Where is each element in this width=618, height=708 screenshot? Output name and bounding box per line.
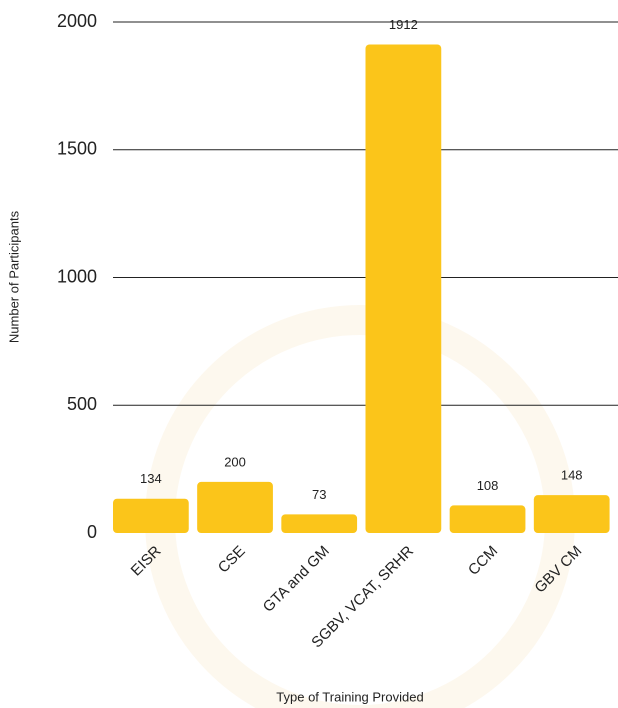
chart: Number of Participants Type of Training …	[0, 0, 618, 708]
bar	[366, 44, 442, 533]
y-tick-label: 500	[67, 394, 97, 414]
y-tick-label: 1500	[57, 139, 97, 159]
x-tick-label: CSE	[215, 543, 249, 577]
value-label: 134	[140, 471, 162, 486]
x-tick-label: GTA and GM	[260, 543, 333, 616]
bar	[450, 505, 526, 533]
y-tick-label: 2000	[57, 11, 97, 31]
x-tick-label: CCM	[465, 543, 501, 579]
value-label: 148	[561, 468, 583, 483]
value-label: 108	[477, 478, 499, 493]
y-axis-title: Number of Participants	[6, 210, 21, 343]
bar	[534, 495, 610, 533]
bar	[197, 482, 273, 533]
value-label: 73	[312, 487, 326, 502]
x-axis-title: Type of Training Provided	[276, 689, 423, 704]
y-tick-label: 1000	[57, 266, 97, 286]
value-label: 1912	[389, 17, 418, 32]
bar	[281, 514, 357, 533]
y-tick-label: 0	[87, 522, 97, 542]
bar	[113, 499, 189, 533]
value-label: 200	[224, 454, 246, 469]
